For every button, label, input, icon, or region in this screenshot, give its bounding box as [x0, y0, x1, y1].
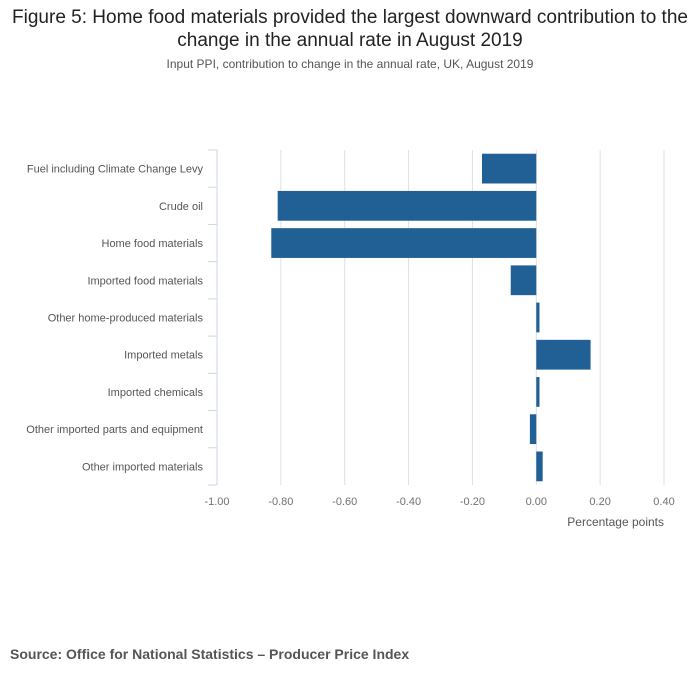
x-tick-label: -0.80: [268, 496, 293, 508]
category-label: Fuel including Climate Change Levy: [27, 164, 204, 176]
bar: [536, 451, 543, 482]
category-label: Imported metals: [124, 350, 203, 362]
x-axis-label: Percentage points: [567, 515, 664, 529]
chart-title: Figure 5: Home food materials provided t…: [12, 7, 688, 51]
x-tick-label: 0.40: [653, 496, 674, 508]
bar: [510, 265, 537, 296]
source-note: Source: Office for National Statistics –…: [10, 646, 410, 662]
x-tick-label: -0.60: [332, 496, 357, 508]
category-label: Home food materials: [102, 238, 204, 250]
x-tick-label: -0.20: [460, 496, 485, 508]
category-label: Imported food materials: [87, 275, 203, 287]
bar: [482, 153, 537, 184]
bar: [536, 377, 540, 407]
bar: [271, 228, 537, 258]
category-label: Other imported materials: [82, 461, 204, 473]
x-tick-label: -0.40: [396, 496, 421, 508]
x-tick-label: -1.00: [204, 496, 229, 508]
x-tick-label: 0.20: [589, 496, 610, 508]
category-label: Other imported parts and equipment: [26, 424, 203, 436]
bar: [529, 414, 537, 445]
x-tick-label: 0.00: [526, 496, 547, 508]
category-label: Crude oil: [159, 201, 203, 213]
bar: [536, 339, 591, 370]
chart-subtitle: Input PPI, contribution to change in the…: [166, 57, 534, 71]
bar: [277, 190, 537, 221]
bar: [536, 302, 540, 333]
category-label: Imported chemicals: [108, 387, 204, 399]
category-label: Other home-produced materials: [48, 313, 204, 325]
